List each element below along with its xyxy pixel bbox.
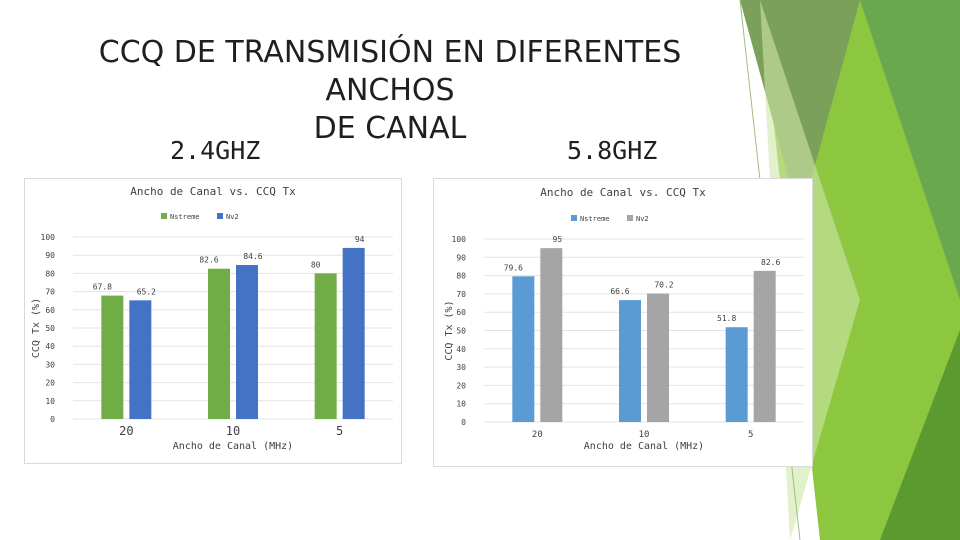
legend-label-nstreme: Nstreme (170, 213, 200, 221)
y-tick-label-60: 60 (45, 306, 55, 315)
legend-swatch-nv2 (627, 215, 633, 221)
y-tick-label-30: 30 (456, 363, 466, 372)
subtitle-5-8ghz: 5.8GHZ (567, 136, 658, 165)
y-tick-label-10: 10 (45, 397, 55, 406)
x-axis-label: Ancho de Canal (MHz) (173, 441, 293, 452)
x-tick-label-20: 20 (119, 424, 133, 438)
slide-title-line1: CCQ DE TRANSMISIÓN EN DIFERENTES ANCHOS (98, 35, 682, 108)
data-label-nv2-10: 84.6 (243, 252, 262, 261)
chart-title: Ancho de Canal vs. CCQ Tx (540, 186, 706, 199)
bar-nstreme-10 (208, 268, 230, 419)
chart-panel-2-4ghz: Ancho de Canal vs. CCQ Tx Nstreme Nv2 0 10 20… (24, 178, 402, 464)
bar-nv2-5 (753, 270, 776, 422)
x-tick-label-5: 5 (748, 430, 753, 440)
y-tick-label-20: 20 (45, 379, 55, 388)
y-tick-label-50: 50 (45, 324, 55, 333)
legend-swatch-nv2 (217, 213, 223, 219)
bar-nv2-20 (129, 300, 152, 419)
y-tick-label-50: 50 (456, 327, 466, 336)
x-axis-label: Ancho de Canal (MHz) (584, 441, 704, 452)
y-tick-label-0: 0 (50, 415, 55, 424)
data-label-nstreme-10: 82.6 (199, 256, 218, 265)
y-axis-label: CCQ Tx (%) (444, 300, 455, 360)
slide-title: CCQ DE TRANSMISIÓN EN DIFERENTES ANCHOS … (40, 34, 740, 148)
subtitle-2-4ghz: 2.4GHZ (170, 136, 261, 165)
bar-nv2-20 (540, 248, 563, 422)
data-label-nv2-5: 94 (355, 235, 365, 244)
y-tick-label-80: 80 (456, 272, 466, 281)
bar-nstreme-20 (101, 295, 124, 419)
data-label-nstreme-20: 79.6 (504, 263, 523, 272)
chart-5-8ghz: Ancho de Canal vs. CCQ Tx Nstreme Nv2 0 10 20… (444, 186, 804, 452)
data-label-nstreme-20: 67.8 (93, 283, 112, 292)
y-tick-label-20: 20 (456, 381, 466, 390)
y-tick-label-40: 40 (456, 345, 466, 354)
y-tick-label-90: 90 (45, 251, 55, 260)
x-tick-label-10: 10 (639, 430, 650, 440)
chart-title: Ancho de Canal vs. CCQ Tx (130, 185, 296, 198)
data-label-nv2-20: 95 (553, 235, 563, 244)
y-tick-label-80: 80 (45, 269, 55, 278)
data-label-nstreme-5: 51.8 (717, 314, 736, 323)
y-tick-label-10: 10 (456, 400, 466, 409)
x-tick-label-5: 5 (336, 424, 343, 438)
deco-shape-dark (820, 330, 960, 540)
chart-2-4ghz: Ancho de Canal vs. CCQ Tx Nstreme Nv2 0 10 20… (31, 185, 393, 452)
bar-nv2-10 (647, 293, 669, 422)
y-tick-label-40: 40 (45, 342, 55, 351)
bar-nstreme-10 (619, 300, 641, 422)
bar-nstreme-5 (725, 327, 748, 422)
y-axis-label: CCQ Tx (%) (31, 298, 42, 358)
data-label-nv2-20: 65.2 (137, 287, 156, 296)
y-tick-label-0: 0 (461, 418, 466, 427)
legend-label-nv2: Nv2 (226, 213, 239, 221)
bar-nstreme-5 (314, 273, 337, 419)
legend-label-nstreme: Nstreme (580, 215, 610, 223)
bar-nv2-10 (236, 265, 258, 419)
x-tick-label-20: 20 (532, 430, 543, 440)
legend-swatch-nstreme (161, 213, 167, 219)
y-tick-label-100: 100 (41, 233, 56, 242)
y-tick-label-30: 30 (45, 360, 55, 369)
y-tick-label-100: 100 (452, 235, 467, 244)
bar-nv2-5 (342, 247, 365, 419)
data-label-nv2-10: 70.2 (654, 281, 673, 290)
deco-shape-mid (860, 0, 960, 300)
legend-swatch-nstreme (571, 215, 577, 221)
legend-label-nv2: Nv2 (636, 215, 649, 223)
y-tick-label-70: 70 (456, 290, 466, 299)
y-tick-label-90: 90 (456, 253, 466, 262)
y-tick-label-70: 70 (45, 288, 55, 297)
data-label-nstreme-5: 80 (311, 260, 321, 269)
slide-title-line2: DE CANAL (313, 111, 467, 146)
bar-nstreme-20 (512, 276, 535, 422)
chart-panel-5-8ghz: Ancho de Canal vs. CCQ Tx Nstreme Nv2 0 10 20… (433, 178, 813, 467)
data-label-nstreme-10: 66.6 (610, 287, 629, 296)
data-label-nv2-5: 82.6 (761, 258, 780, 267)
y-tick-label-60: 60 (456, 308, 466, 317)
x-tick-label-10: 10 (226, 424, 240, 438)
